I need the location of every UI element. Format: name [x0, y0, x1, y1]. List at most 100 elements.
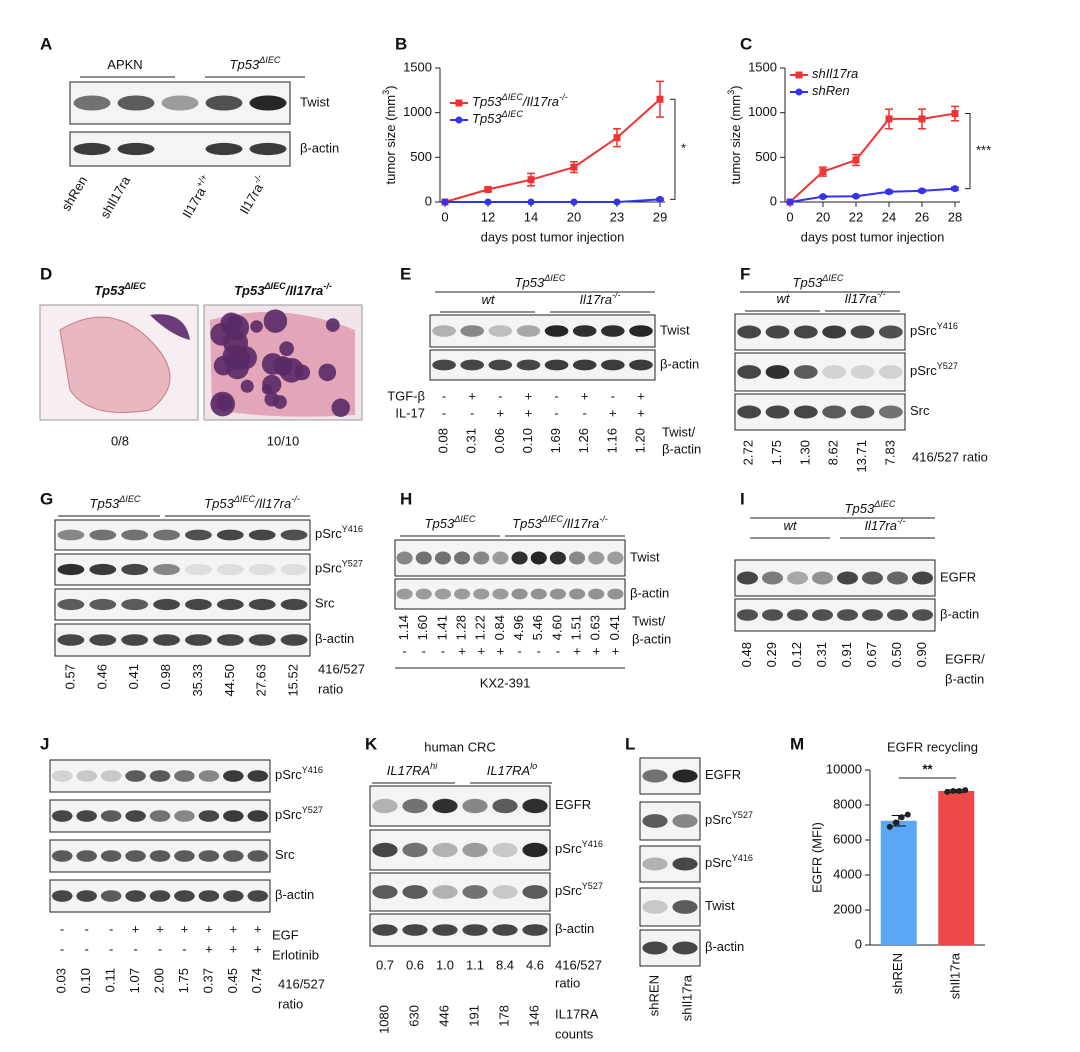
- band: [125, 810, 146, 822]
- tumor-nodule: [263, 309, 288, 333]
- band: [396, 588, 413, 600]
- ratio-text: 1.1: [466, 957, 484, 972]
- text-segment: pSrc: [910, 323, 937, 338]
- blot: [429, 314, 656, 348]
- sign: +: [573, 643, 581, 658]
- text-segment: Tp53: [204, 496, 234, 511]
- tumor-nodule: [223, 314, 250, 341]
- blot: [49, 799, 271, 833]
- marker: [570, 198, 578, 206]
- tumor-nodule: [331, 398, 350, 417]
- band: [198, 770, 220, 782]
- y-tick-label: 2000: [833, 901, 862, 916]
- row-label: pSrcY527: [555, 881, 603, 898]
- ratio-text: 0.08: [436, 428, 451, 453]
- x-tick-label: 24: [882, 209, 896, 224]
- band: [642, 857, 668, 871]
- band: [462, 798, 488, 814]
- band: [174, 810, 195, 822]
- band: [100, 810, 122, 822]
- row-label: β-actin: [300, 140, 339, 155]
- tumor-nodule: [240, 379, 254, 393]
- band: [837, 571, 858, 585]
- text-segment: pSrc: [555, 841, 582, 856]
- band: [737, 365, 762, 379]
- ratio-text: 0/8: [111, 433, 129, 448]
- text-segment: pSrc: [315, 561, 342, 576]
- ratio-text: 1.22: [473, 615, 488, 640]
- band: [372, 885, 398, 899]
- text-segment: Tp53: [472, 111, 502, 126]
- sign: +: [468, 388, 476, 403]
- band: [402, 798, 428, 814]
- band: [216, 563, 244, 576]
- sign: -: [182, 941, 186, 956]
- sign: -: [498, 388, 502, 403]
- superscript: Y527: [937, 361, 958, 371]
- band: [247, 770, 269, 782]
- ratio-text: 0.50: [889, 642, 904, 667]
- band: [642, 900, 668, 914]
- band: [607, 588, 624, 600]
- blot: [69, 131, 291, 167]
- legend-marker: [455, 116, 463, 124]
- data-point: [886, 823, 893, 830]
- x-tick-label: 0: [786, 209, 793, 224]
- superscript: -/-: [559, 92, 568, 102]
- row-label: pSrcY416: [705, 853, 753, 870]
- text-segment: Src: [910, 403, 930, 418]
- sign: -: [470, 405, 474, 420]
- treatment-label: Erlotinib: [272, 947, 319, 962]
- band: [549, 551, 566, 565]
- ratio-text: 0.45: [225, 968, 240, 993]
- band: [672, 814, 698, 828]
- count-text: 191: [466, 1005, 481, 1027]
- x-tick-label: 28: [948, 209, 962, 224]
- band: [185, 563, 212, 576]
- title: Tp53ΔIEC: [793, 273, 844, 290]
- text-segment: tumor size (mm: [728, 95, 743, 185]
- tumor-nodule: [261, 383, 273, 395]
- text-segment: pSrc: [705, 812, 732, 827]
- superscript: ΔIEC: [543, 273, 566, 283]
- band: [793, 365, 818, 379]
- lane-label: shIl17ra: [679, 974, 694, 1021]
- superscript: hi: [430, 761, 438, 771]
- band: [117, 95, 155, 111]
- treatment-label: TGF-β: [387, 388, 425, 403]
- text-segment: IL17RA: [387, 763, 430, 778]
- band: [432, 325, 456, 337]
- marker: [885, 115, 893, 123]
- band: [822, 405, 847, 419]
- ratio-label: ratio: [555, 975, 580, 990]
- superscript: ΔIEC: [453, 514, 476, 524]
- band: [198, 890, 220, 902]
- text-segment: Tp53: [845, 501, 875, 516]
- band: [280, 634, 308, 646]
- lane-label: shIl17ra: [97, 173, 133, 221]
- band: [280, 563, 308, 576]
- ratio-text: 0.31: [464, 428, 479, 453]
- band: [57, 634, 85, 646]
- band: [765, 405, 790, 419]
- ratio-text: 2.00: [151, 968, 166, 993]
- band: [57, 529, 85, 541]
- blot: [639, 845, 701, 883]
- tumor-nodule: [226, 346, 251, 371]
- band: [248, 529, 276, 541]
- text-segment: pSrc: [705, 855, 732, 870]
- x-tick-label: 20: [816, 209, 830, 224]
- band: [149, 850, 171, 862]
- text-segment: Src: [315, 596, 335, 611]
- band: [51, 770, 73, 782]
- band: [89, 529, 117, 541]
- marker: [852, 156, 860, 164]
- sign: +: [205, 941, 213, 956]
- title: Tp53ΔIEC: [845, 499, 896, 516]
- band: [153, 598, 180, 611]
- y-tick-label: 10000: [826, 761, 862, 776]
- sign: -: [517, 643, 521, 658]
- band: [57, 563, 85, 576]
- band: [402, 885, 428, 899]
- blot: [394, 578, 626, 610]
